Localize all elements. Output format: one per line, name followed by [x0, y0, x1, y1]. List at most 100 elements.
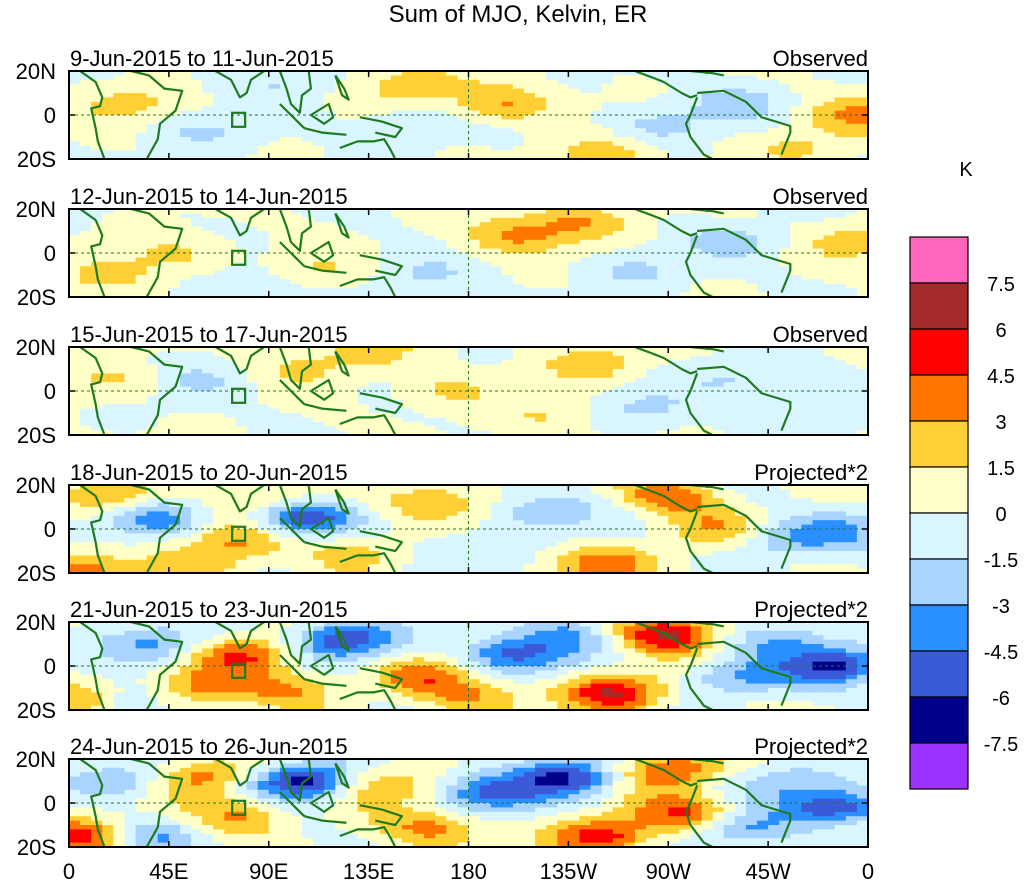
heat-cell: [801, 231, 814, 236]
heat-cell: [80, 369, 92, 374]
heat-cell: [146, 520, 159, 526]
heat-cell: [124, 413, 137, 418]
heat-cell: [446, 292, 459, 297]
heat-cell: [568, 364, 581, 370]
heat-cell: [601, 213, 614, 219]
heat-cell: [168, 520, 181, 526]
heat-cell: [523, 391, 536, 396]
heat-cell: [490, 115, 503, 120]
heat-cell: [823, 101, 836, 107]
heat-cell: [91, 351, 103, 357]
heat-cell: [168, 386, 181, 392]
heat-cell: [834, 261, 847, 267]
heat-cell: [235, 145, 248, 151]
heat-cell: [479, 84, 492, 90]
heat-cell: [468, 128, 481, 134]
heat-cell: [91, 421, 103, 427]
heat-cell: [757, 404, 769, 410]
heat-cell: [479, 239, 492, 245]
heat-cell: [202, 101, 214, 107]
heat-cell: [191, 493, 203, 499]
heat-cell: [623, 283, 636, 289]
heat-cell: [557, 239, 569, 245]
heat-cell: [712, 270, 725, 276]
heat-cell: [246, 132, 259, 138]
heat-cell: [646, 369, 658, 374]
heat-cell: [712, 235, 725, 241]
heat-cell: [668, 101, 680, 107]
heat-cell: [546, 119, 558, 125]
heat-cell: [246, 426, 259, 432]
heat-cell: [213, 261, 225, 267]
heat-cell: [290, 364, 303, 370]
heat-cell: [612, 386, 625, 392]
heat-cell: [224, 421, 237, 427]
heat-cell: [213, 137, 225, 142]
heat-cell: [257, 426, 270, 432]
heat-cell: [446, 391, 459, 396]
heat-cell: [435, 217, 447, 223]
heat-cell: [401, 355, 414, 361]
heat-cell: [91, 253, 103, 258]
heat-cell: [535, 128, 547, 134]
heat-cell: [745, 408, 758, 414]
heat-cell: [357, 101, 370, 107]
heat-cell: [168, 391, 181, 396]
heat-cell: [812, 417, 825, 423]
heat-cell: [501, 71, 514, 76]
heat-cell: [313, 106, 325, 112]
heat-cell: [313, 145, 325, 151]
heat-cell: [424, 132, 436, 138]
heat-cell: [91, 283, 103, 289]
heat-cell: [535, 373, 547, 379]
heat-cell: [745, 128, 758, 134]
heat-cell: [379, 106, 392, 112]
heat-cell: [91, 373, 103, 379]
heat-cell: [435, 386, 447, 392]
heat-cell: [390, 119, 403, 125]
heat-cell: [346, 426, 359, 432]
heat-cell: [224, 507, 237, 512]
heat-cell: [690, 386, 703, 392]
heat-cell: [102, 275, 114, 280]
heat-cell: [290, 213, 303, 219]
heat-cell: [146, 270, 159, 276]
heat-cell: [801, 386, 814, 392]
heat-cell: [535, 154, 547, 159]
heat-cell: [512, 355, 525, 361]
heat-cell: [546, 226, 558, 232]
heat-cell: [268, 266, 281, 272]
heat-cell: [712, 266, 725, 272]
heat-cell: [634, 417, 647, 423]
heat-cell: [734, 288, 747, 294]
heat-cell: [135, 551, 148, 556]
heat-cell: [501, 154, 514, 159]
heat-cell: [668, 244, 680, 250]
heat-cell: [224, 430, 237, 435]
heat-cell: [657, 119, 669, 125]
heat-cell: [346, 235, 359, 241]
heat-cell: [69, 408, 81, 414]
heat-cell: [213, 292, 225, 297]
heat-cell: [823, 93, 836, 98]
heat-cell: [179, 421, 192, 427]
heat-cell: [512, 222, 525, 228]
heat-cell: [135, 79, 148, 85]
heat-cell: [479, 382, 492, 388]
heat-cell: [490, 377, 503, 383]
heat-cell: [623, 217, 636, 223]
heat-cell: [390, 150, 403, 156]
heat-cell: [157, 546, 170, 552]
heat-cell: [157, 132, 170, 138]
heat-cell: [379, 93, 392, 98]
heat-cell: [268, 209, 281, 214]
heat-cell: [324, 110, 336, 116]
heat-cell: [69, 253, 81, 258]
heat-cell: [668, 115, 680, 120]
heat-cell: [324, 292, 336, 297]
heat-cell: [224, 502, 237, 508]
heat-cell: [124, 485, 137, 490]
heat-cell: [279, 79, 292, 85]
panel-date-range: 12-Jun-2015 to 14-Jun-2015: [70, 184, 348, 209]
heat-cell: [468, 257, 481, 263]
